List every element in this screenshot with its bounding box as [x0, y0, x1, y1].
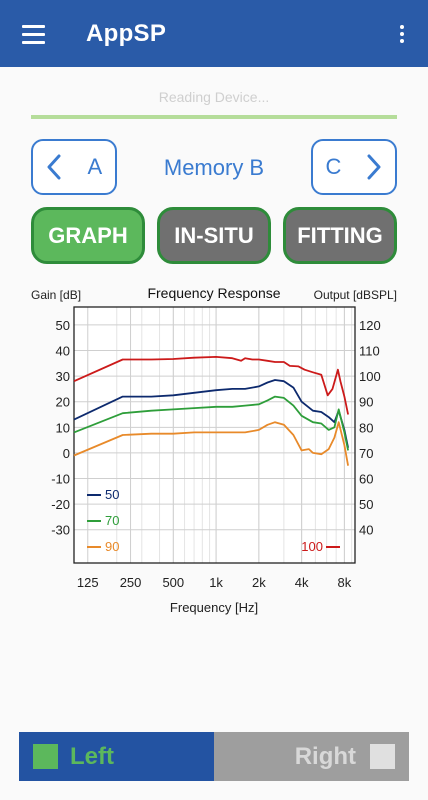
- x-axis-label: Frequency [Hz]: [170, 600, 258, 615]
- next-memory-label: C: [325, 154, 342, 179]
- x-tick-label: 500: [162, 575, 184, 590]
- x-tick-label: 2k: [252, 575, 266, 590]
- y-tick-label: 30: [56, 369, 70, 384]
- progress-bar: [31, 115, 397, 119]
- graph-mode-button[interactable]: GRAPH: [31, 207, 145, 264]
- insitu-mode-button[interactable]: IN-SITU: [157, 207, 271, 264]
- status-text: Reading Device...: [158, 89, 270, 105]
- fitting-mode-button[interactable]: FITTING: [283, 207, 397, 264]
- legend-label-70: 70: [105, 513, 119, 528]
- hamburger-icon[interactable]: [14, 18, 52, 50]
- prev-memory-label: A: [87, 154, 103, 179]
- y2-tick-label: 120: [359, 318, 381, 333]
- y-tick-label: 20: [56, 395, 70, 410]
- left-ear-label: Left: [70, 742, 114, 770]
- left-ear-indicator-icon: [33, 744, 58, 769]
- ear-toggle: Left Right: [19, 732, 409, 781]
- y2-axis-label: Output [dBSPL]: [314, 288, 397, 302]
- y2-tick-label: 80: [359, 420, 373, 435]
- progress-fill: [31, 115, 397, 119]
- y2-tick-label: 100: [359, 369, 381, 384]
- x-tick-label: 8k: [338, 575, 352, 590]
- y-tick-label: -10: [51, 472, 70, 487]
- legend-label-50: 50: [105, 487, 119, 502]
- app-bar: AppSP: [0, 0, 428, 67]
- frequency-response-chart: 50403020100-10-20-3012011010090807060504…: [31, 285, 397, 615]
- y2-tick-label: 110: [359, 344, 380, 359]
- y-tick-label: 0: [63, 446, 70, 461]
- y2-tick-label: 40: [359, 523, 373, 538]
- chart-title: Frequency Response: [147, 285, 280, 301]
- x-tick-label: 250: [120, 575, 142, 590]
- x-tick-label: 125: [77, 575, 99, 590]
- current-memory-label: Memory B: [163, 155, 265, 180]
- x-tick-label: 4k: [295, 575, 309, 590]
- plot-border: [73, 306, 356, 564]
- series-line-70: [73, 395, 349, 451]
- chevron-left-icon: [47, 154, 61, 180]
- y-tick-label: -20: [51, 497, 70, 512]
- x-tick-label: 1k: [209, 575, 223, 590]
- prev-memory-button[interactable]: A: [31, 139, 117, 195]
- next-memory-button[interactable]: C: [311, 139, 397, 195]
- series-line-90: [73, 421, 349, 466]
- more-vert-icon[interactable]: [390, 22, 414, 46]
- y2-tick-label: 50: [359, 497, 373, 512]
- legend-label-90: 90: [105, 539, 119, 554]
- y-tick-label: 50: [56, 318, 70, 333]
- y2-tick-label: 90: [359, 395, 373, 410]
- chevron-right-icon: [367, 154, 381, 180]
- y-tick-label: 10: [56, 420, 70, 435]
- right-ear-button[interactable]: Right: [214, 732, 409, 781]
- y2-tick-label: 70: [359, 446, 373, 461]
- right-ear-indicator-icon: [370, 744, 395, 769]
- app-title: AppSP: [86, 20, 167, 47]
- series-line-50: [73, 379, 349, 448]
- legend-label-100: 100: [301, 539, 323, 554]
- right-ear-label: Right: [294, 742, 356, 770]
- y-axis-label: Gain [dB]: [31, 288, 81, 302]
- y2-tick-label: 60: [359, 472, 373, 487]
- left-ear-button[interactable]: Left: [19, 732, 214, 781]
- series-line-100: [73, 356, 349, 415]
- y-tick-label: 40: [56, 344, 70, 359]
- y-tick-label: -30: [51, 523, 70, 538]
